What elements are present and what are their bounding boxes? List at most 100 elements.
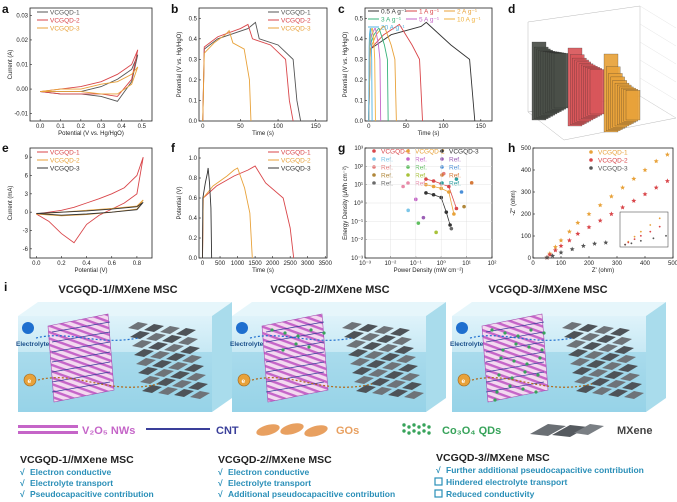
legend-marker <box>589 166 593 170</box>
water-side <box>212 302 232 412</box>
qd-dot <box>540 348 544 352</box>
grid-line <box>639 5 677 29</box>
mxene-flake <box>562 322 582 330</box>
mxene-flake <box>362 342 382 350</box>
x-tick-label: 100 <box>438 124 449 130</box>
data-point <box>597 202 603 208</box>
y-tick-label: 10⁰ <box>354 200 364 207</box>
mxene-flake <box>368 369 388 377</box>
y-axis-label: -Z'' (ohm) <box>511 190 517 215</box>
mxene-flake <box>608 389 628 397</box>
summary-2-item-1: Electron conductive <box>228 467 310 477</box>
y-tick-label: 0 <box>528 256 532 262</box>
cnt-line <box>485 341 545 353</box>
data-point <box>586 211 592 217</box>
cnt-line <box>265 341 325 353</box>
mxene-flake <box>348 349 368 357</box>
y-tick-label: 0.2 <box>189 236 198 242</box>
cnt-swatch <box>146 428 210 430</box>
mxene-flake <box>354 376 374 384</box>
qd-dot <box>536 373 540 377</box>
y-tick-label: 0.0 <box>189 119 198 125</box>
mxene-flake <box>144 324 164 332</box>
mxene-flake <box>570 358 590 366</box>
legend-marker <box>440 181 444 185</box>
legend-co3o4: Co₃O₄ QDs <box>442 425 501 437</box>
mxene-flake <box>566 340 586 348</box>
legend-label: Ref. <box>415 172 427 179</box>
x-tick-label: 150 <box>476 124 487 130</box>
cnt-line <box>485 361 545 373</box>
water-top <box>452 302 666 316</box>
legend-label: 3 A g⁻¹ <box>381 16 402 23</box>
x-tick-label: 0.0 <box>32 261 41 267</box>
water-top <box>18 302 232 316</box>
mxene-flake <box>160 326 180 334</box>
legend-label: Ref. <box>449 156 461 163</box>
y-tick-label: 0.1 <box>355 98 364 104</box>
y-tick-label: -3 <box>23 229 29 235</box>
legend-marker <box>440 149 444 153</box>
data-point <box>608 193 614 199</box>
data-point <box>642 191 648 197</box>
bar-step <box>553 53 569 109</box>
y-tick-label: 0.00 <box>16 87 28 93</box>
legend-label: Ref. <box>449 172 461 179</box>
qd-dot <box>407 431 411 435</box>
qd-dot <box>501 348 505 352</box>
mxene-flake <box>134 349 154 357</box>
x-tick-label: 10⁻² <box>384 261 396 267</box>
data-point <box>603 240 609 245</box>
y-tick-label: 0.1 <box>189 98 198 104</box>
x-tick-label: 0.3 <box>97 124 106 130</box>
legend-label: 20 A g⁻¹ <box>381 24 406 31</box>
y-tick-label: 0.2 <box>189 78 198 84</box>
summary-2-item-3: Additional pseudocapacitive contribution <box>228 489 395 499</box>
mxene-flake <box>600 353 620 361</box>
mxene-swatch <box>530 424 604 437</box>
data-point <box>592 241 598 246</box>
series-line <box>40 66 139 95</box>
y-axis-label: Potential (V vs. Hg/HgO) <box>177 32 183 98</box>
plot-frame <box>198 7 328 122</box>
cnt-line <box>51 331 111 343</box>
summary-3-item-2: Hindered electrolyte transport <box>446 477 568 487</box>
series-line <box>202 21 302 122</box>
x-tick-label: 50 <box>237 124 244 130</box>
legend-label: VCGQD-1 <box>381 148 411 155</box>
grid-line <box>639 23 677 47</box>
x-tick-label: 100 <box>273 124 284 130</box>
y-axis-label: Potential (V vs. Hg/HgO) <box>343 32 349 98</box>
summaries: VCGQD-1//MXene MSC Electron conductive E… <box>20 452 644 499</box>
chart-h: 0 100 200 300 400 500 0 100 200 300 400 500 Z' (ohm)… <box>511 146 677 274</box>
data-point <box>631 198 637 203</box>
y-tick-label: 10⁻¹ <box>351 219 363 225</box>
mxene-flake <box>610 328 630 336</box>
legend-label: Ref. <box>449 180 461 187</box>
mxene-flake <box>164 344 184 352</box>
x-tick-label: 3500 <box>319 261 333 267</box>
legend-label: VCGQD-1 <box>50 9 80 16</box>
legend-marker <box>372 165 376 169</box>
data-point <box>631 176 637 181</box>
legend-marker <box>589 150 593 154</box>
mxene-flake <box>158 387 178 395</box>
data-point <box>653 158 659 164</box>
legend-marker <box>440 157 444 161</box>
legend-label: Ref. <box>381 164 393 171</box>
data-point <box>401 184 405 189</box>
qd-dot <box>508 384 512 388</box>
qd-swatch <box>402 423 431 435</box>
mxene-flake <box>382 362 402 370</box>
mxene-flake <box>136 358 156 366</box>
mxene-flake <box>606 380 626 388</box>
qd-dot <box>512 359 516 363</box>
cnt-line <box>485 371 545 383</box>
plot-frame <box>364 7 493 122</box>
grid-line <box>639 77 677 101</box>
mxene-flake <box>622 382 642 390</box>
x-axis-label: Time (s) <box>418 131 440 137</box>
chart-g: 10⁻³ 10⁻² 10⁻¹ 10⁰ 10¹ 10² 10⁻³ 10⁻² 10⁻¹ 10⁰ 10¹ 1… <box>343 146 496 274</box>
inset-point <box>658 225 661 228</box>
mxene-flake <box>386 380 406 388</box>
